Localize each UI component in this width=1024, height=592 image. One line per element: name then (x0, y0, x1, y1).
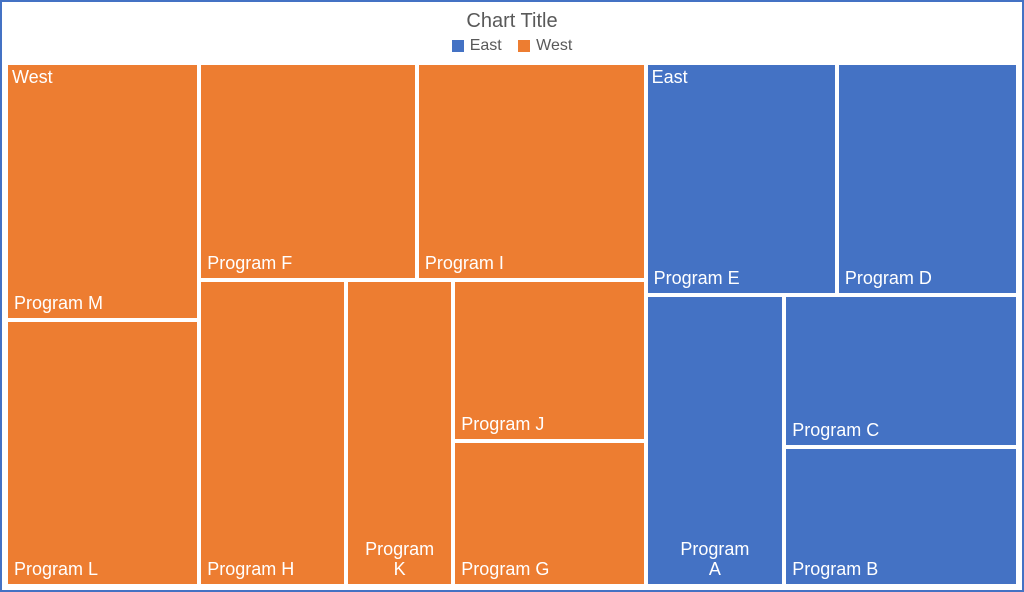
chart-legend: East West (2, 35, 1022, 63)
treemap-cell: Program H (199, 280, 346, 586)
treemap-cell-label: Program E (654, 268, 740, 289)
treemap-cell-label: Program G (461, 559, 549, 580)
treemap-cell-label: ProgramA (648, 539, 783, 580)
treemap-cell: Program E (646, 63, 837, 295)
treemap-cell: Program C (784, 295, 1018, 448)
legend-swatch-east (452, 40, 464, 52)
treemap-cell: Program J (453, 280, 645, 441)
treemap-cell-label: Program C (792, 420, 879, 441)
treemap-cell-label: Program F (207, 253, 292, 274)
treemap-cell: Program D (837, 63, 1018, 295)
chart-title: Chart Title (2, 2, 1022, 35)
treemap-cell: Program F (199, 63, 417, 280)
treemap-area: WestProgram MProgram LProgram FProgram I… (6, 63, 1018, 586)
treemap-cell: ProgramK (346, 280, 453, 586)
legend-item-west: West (518, 37, 572, 55)
treemap-cell-label: Program H (207, 559, 294, 580)
treemap-chart: Chart Title East West West Program M Progr… (0, 0, 1024, 592)
treemap-cell: Program G (453, 441, 645, 586)
treemap-cell: Program M (6, 63, 199, 320)
treemap-cell-label: Program I (425, 253, 504, 274)
treemap-cell: Program B (784, 447, 1018, 586)
treemap-cell-label: ProgramK (348, 539, 451, 580)
legend-item-east: East (452, 37, 502, 55)
treemap-cell: Program L (6, 320, 199, 586)
treemap-cell-label: Program B (792, 559, 878, 580)
legend-label-east: East (470, 37, 502, 55)
treemap-cell-label: Program L (14, 559, 98, 580)
treemap-cell-label: Program J (461, 414, 544, 435)
legend-label-west: West (536, 37, 572, 55)
treemap-cell: Program I (417, 63, 646, 280)
treemap-cell: ProgramA (646, 295, 785, 586)
legend-swatch-west (518, 40, 530, 52)
treemap-cell-label: Program D (845, 268, 932, 289)
treemap-cell-label: Program M (14, 293, 103, 314)
